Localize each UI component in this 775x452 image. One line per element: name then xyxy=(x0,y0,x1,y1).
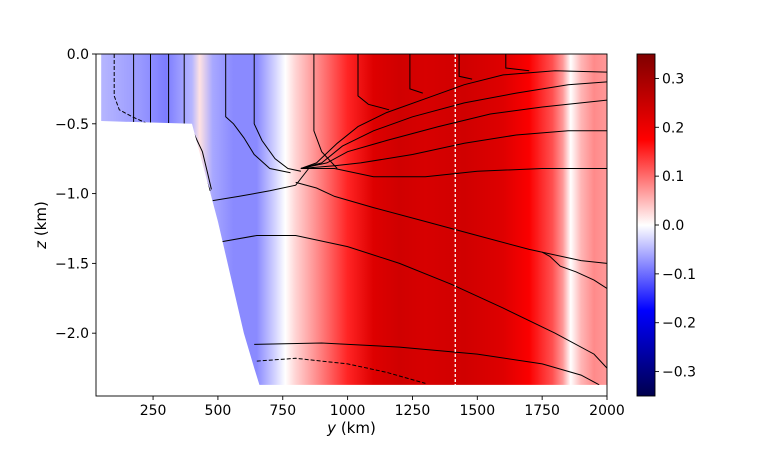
colorbar-tick-label: −0.2 xyxy=(662,316,696,332)
y-tick-label: −0.5 xyxy=(55,117,89,133)
dashed-contour-line xyxy=(256,357,426,384)
contour-line xyxy=(253,54,302,172)
colorbar-tick-label: 0.3 xyxy=(662,71,684,87)
colorbar: 0.3 0.2 0.1 0.0 −0.1 −0.2 −0.3 xyxy=(636,53,696,397)
x-tick-label: 500 xyxy=(205,403,232,419)
x-axis-label: y (km) xyxy=(326,419,376,437)
contour-line xyxy=(357,54,390,111)
colorbar-ticks: 0.3 0.2 0.1 0.0 −0.1 −0.2 −0.3 xyxy=(655,71,696,381)
y-tick-label: −1.0 xyxy=(55,187,89,203)
contour-line xyxy=(300,130,607,169)
contour-line xyxy=(212,168,310,202)
contour-line xyxy=(505,54,530,72)
contour-line xyxy=(217,235,608,369)
contour-line xyxy=(300,168,607,178)
y-tick-label: 0.0 xyxy=(67,47,89,63)
contour-line xyxy=(295,181,608,264)
contour-line xyxy=(225,54,291,174)
x-tick-label: 750 xyxy=(269,403,296,419)
x-tick-label: 1500 xyxy=(459,403,495,419)
colorbar-scale xyxy=(636,53,656,397)
contour-line xyxy=(300,99,608,169)
contour-line xyxy=(541,251,608,289)
contour-line xyxy=(300,70,608,169)
x-tick-label: 1750 xyxy=(524,403,560,419)
contour-line xyxy=(300,81,608,169)
y-axis-label: z (km) xyxy=(32,201,50,250)
x-axis: 250 500 750 1000 1250 1500 1750 2000 xyxy=(140,396,625,419)
x-tick-label: 2000 xyxy=(589,403,625,419)
x-tick-label: 1250 xyxy=(395,403,431,419)
contour-line xyxy=(458,54,473,80)
colorbar-tick-label: −0.1 xyxy=(662,267,696,283)
plot-frame xyxy=(95,53,608,397)
colorbar-tick-label: 0.0 xyxy=(662,218,684,234)
y-axis: 0.0 −0.5 −1.0 −1.5 −2.0 xyxy=(55,47,96,342)
contour-line xyxy=(313,54,338,169)
plot-area xyxy=(95,53,608,397)
y-tick-label: −1.5 xyxy=(55,256,89,272)
contour-line xyxy=(183,54,212,190)
colorbar-tick-label: 0.1 xyxy=(662,169,684,185)
y-tick-label: −2.0 xyxy=(55,326,89,342)
contour-line xyxy=(254,342,600,385)
colorbar-tick-label: −0.3 xyxy=(662,365,696,381)
x-tick-label: 250 xyxy=(140,403,167,419)
contour-lines xyxy=(113,54,608,385)
colorbar-tick-label: 0.2 xyxy=(662,120,684,136)
contour-line xyxy=(409,54,423,94)
x-tick-label: 1000 xyxy=(330,403,366,419)
